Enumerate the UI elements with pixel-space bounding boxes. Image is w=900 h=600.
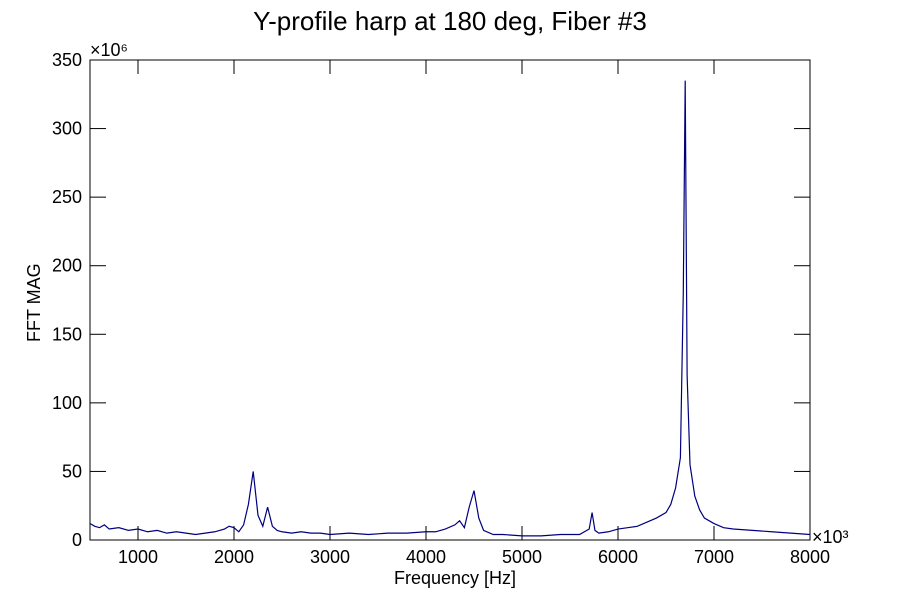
x-axis-label: Frequency [Hz] [394, 568, 516, 588]
y-tick-label: 350 [52, 50, 82, 70]
x-tick-label: 1000 [118, 547, 158, 567]
y-tick-label: 200 [52, 256, 82, 276]
x-tick-label: 8000 [790, 547, 830, 567]
x-tick-label: 7000 [694, 547, 734, 567]
x-tick-label: 6000 [598, 547, 638, 567]
x-tick-label: 5000 [502, 547, 542, 567]
x-multiplier: ×10³ [812, 527, 849, 547]
plot-frame [89, 59, 811, 541]
y-tick-label: 250 [52, 187, 82, 207]
x-tick-label: 3000 [310, 547, 350, 567]
y-tick-label: 0 [72, 530, 82, 550]
data-line [89, 80, 811, 537]
y-multiplier: ×10⁶ [90, 40, 128, 60]
chart-title: Y-profile harp at 180 deg, Fiber #3 [253, 6, 647, 36]
y-tick-label: 150 [52, 324, 82, 344]
x-tick-label: 4000 [406, 547, 446, 567]
y-tick-label: 50 [62, 461, 82, 481]
y-tick-label: 100 [52, 393, 82, 413]
y-axis-label: FFT MAG [24, 263, 44, 342]
x-tick-label: 2000 [214, 547, 254, 567]
y-tick-label: 300 [52, 119, 82, 139]
